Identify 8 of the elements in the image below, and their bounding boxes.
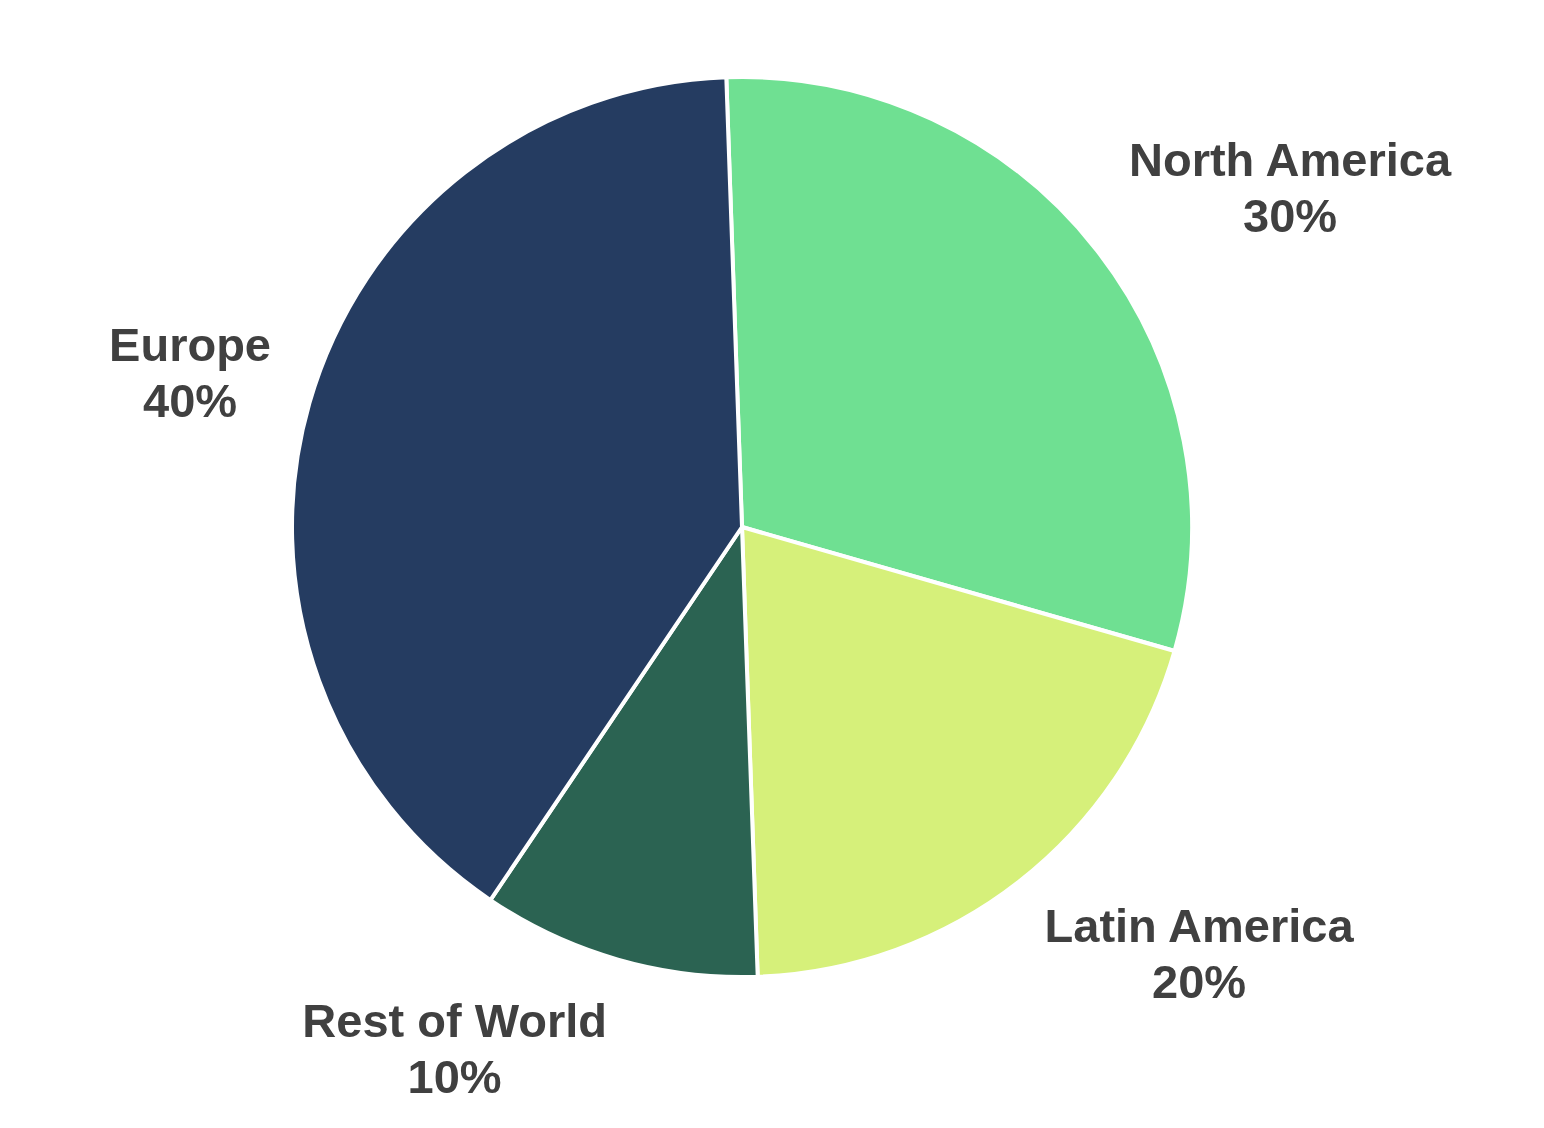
slice-label: Rest of World — [302, 993, 607, 1047]
data-label: 10% — [407, 1049, 502, 1103]
slice-label: Europe — [109, 318, 271, 372]
slice-label: North America — [1128, 132, 1452, 186]
data-label: 30% — [1243, 188, 1338, 242]
slice-label: Latin America — [1044, 899, 1355, 953]
data-label: 40% — [142, 374, 238, 428]
data-label: 20% — [1152, 955, 1247, 1009]
